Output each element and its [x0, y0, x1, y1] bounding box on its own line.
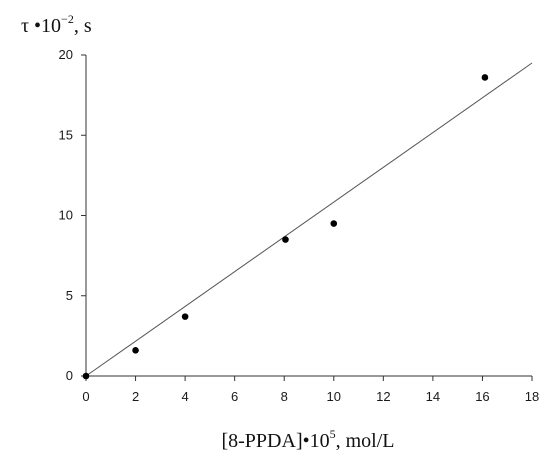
fit-line: [85, 62, 533, 377]
data-point: [282, 236, 289, 243]
x-tick-label: 14: [426, 389, 440, 404]
x-tick-label: 16: [475, 389, 489, 404]
x-tick-label: 18: [525, 389, 539, 404]
y-tick-label: 20: [59, 47, 73, 62]
x-axis-title: [8-PPDA]•105, mol/L: [221, 427, 394, 452]
data-point: [82, 372, 90, 380]
x-tick-label: 6: [231, 389, 238, 404]
x-axis-title-exponent: 5: [330, 427, 336, 441]
x-tick-label: 10: [327, 389, 341, 404]
y-tick-label: 0: [66, 368, 73, 383]
x-tick-label: 0: [82, 389, 89, 404]
data-points: [82, 74, 489, 380]
axes: [85, 55, 532, 377]
y-axis-title-exponent: −2: [61, 12, 74, 26]
x-tick-label: 2: [132, 389, 139, 404]
x-tick-label: 12: [376, 389, 390, 404]
data-point: [481, 74, 489, 81]
y-ticks: 0 5 10 15 20: [59, 47, 86, 383]
data-point: [132, 347, 139, 354]
data-point: [330, 220, 338, 227]
y-tick-label: 15: [59, 127, 73, 142]
x-axis-title-suffix: , mol/L: [336, 430, 395, 452]
data-point: [181, 313, 189, 320]
x-axis-title-prefix: [8-PPDA]•10: [221, 430, 329, 452]
y-tick-label: 10: [59, 208, 73, 223]
y-tick-label: 5: [66, 288, 73, 303]
x-tick-label: 8: [281, 389, 288, 404]
x-ticks: 0 2 4 6 8 10 12 14 16 18: [82, 376, 539, 404]
y-axis-title-suffix: , s: [74, 15, 92, 37]
x-tick-label: 4: [181, 389, 188, 404]
y-axis-title: τ •10−2, s: [21, 12, 92, 37]
y-axis-title-prefix: τ •10: [21, 15, 61, 37]
